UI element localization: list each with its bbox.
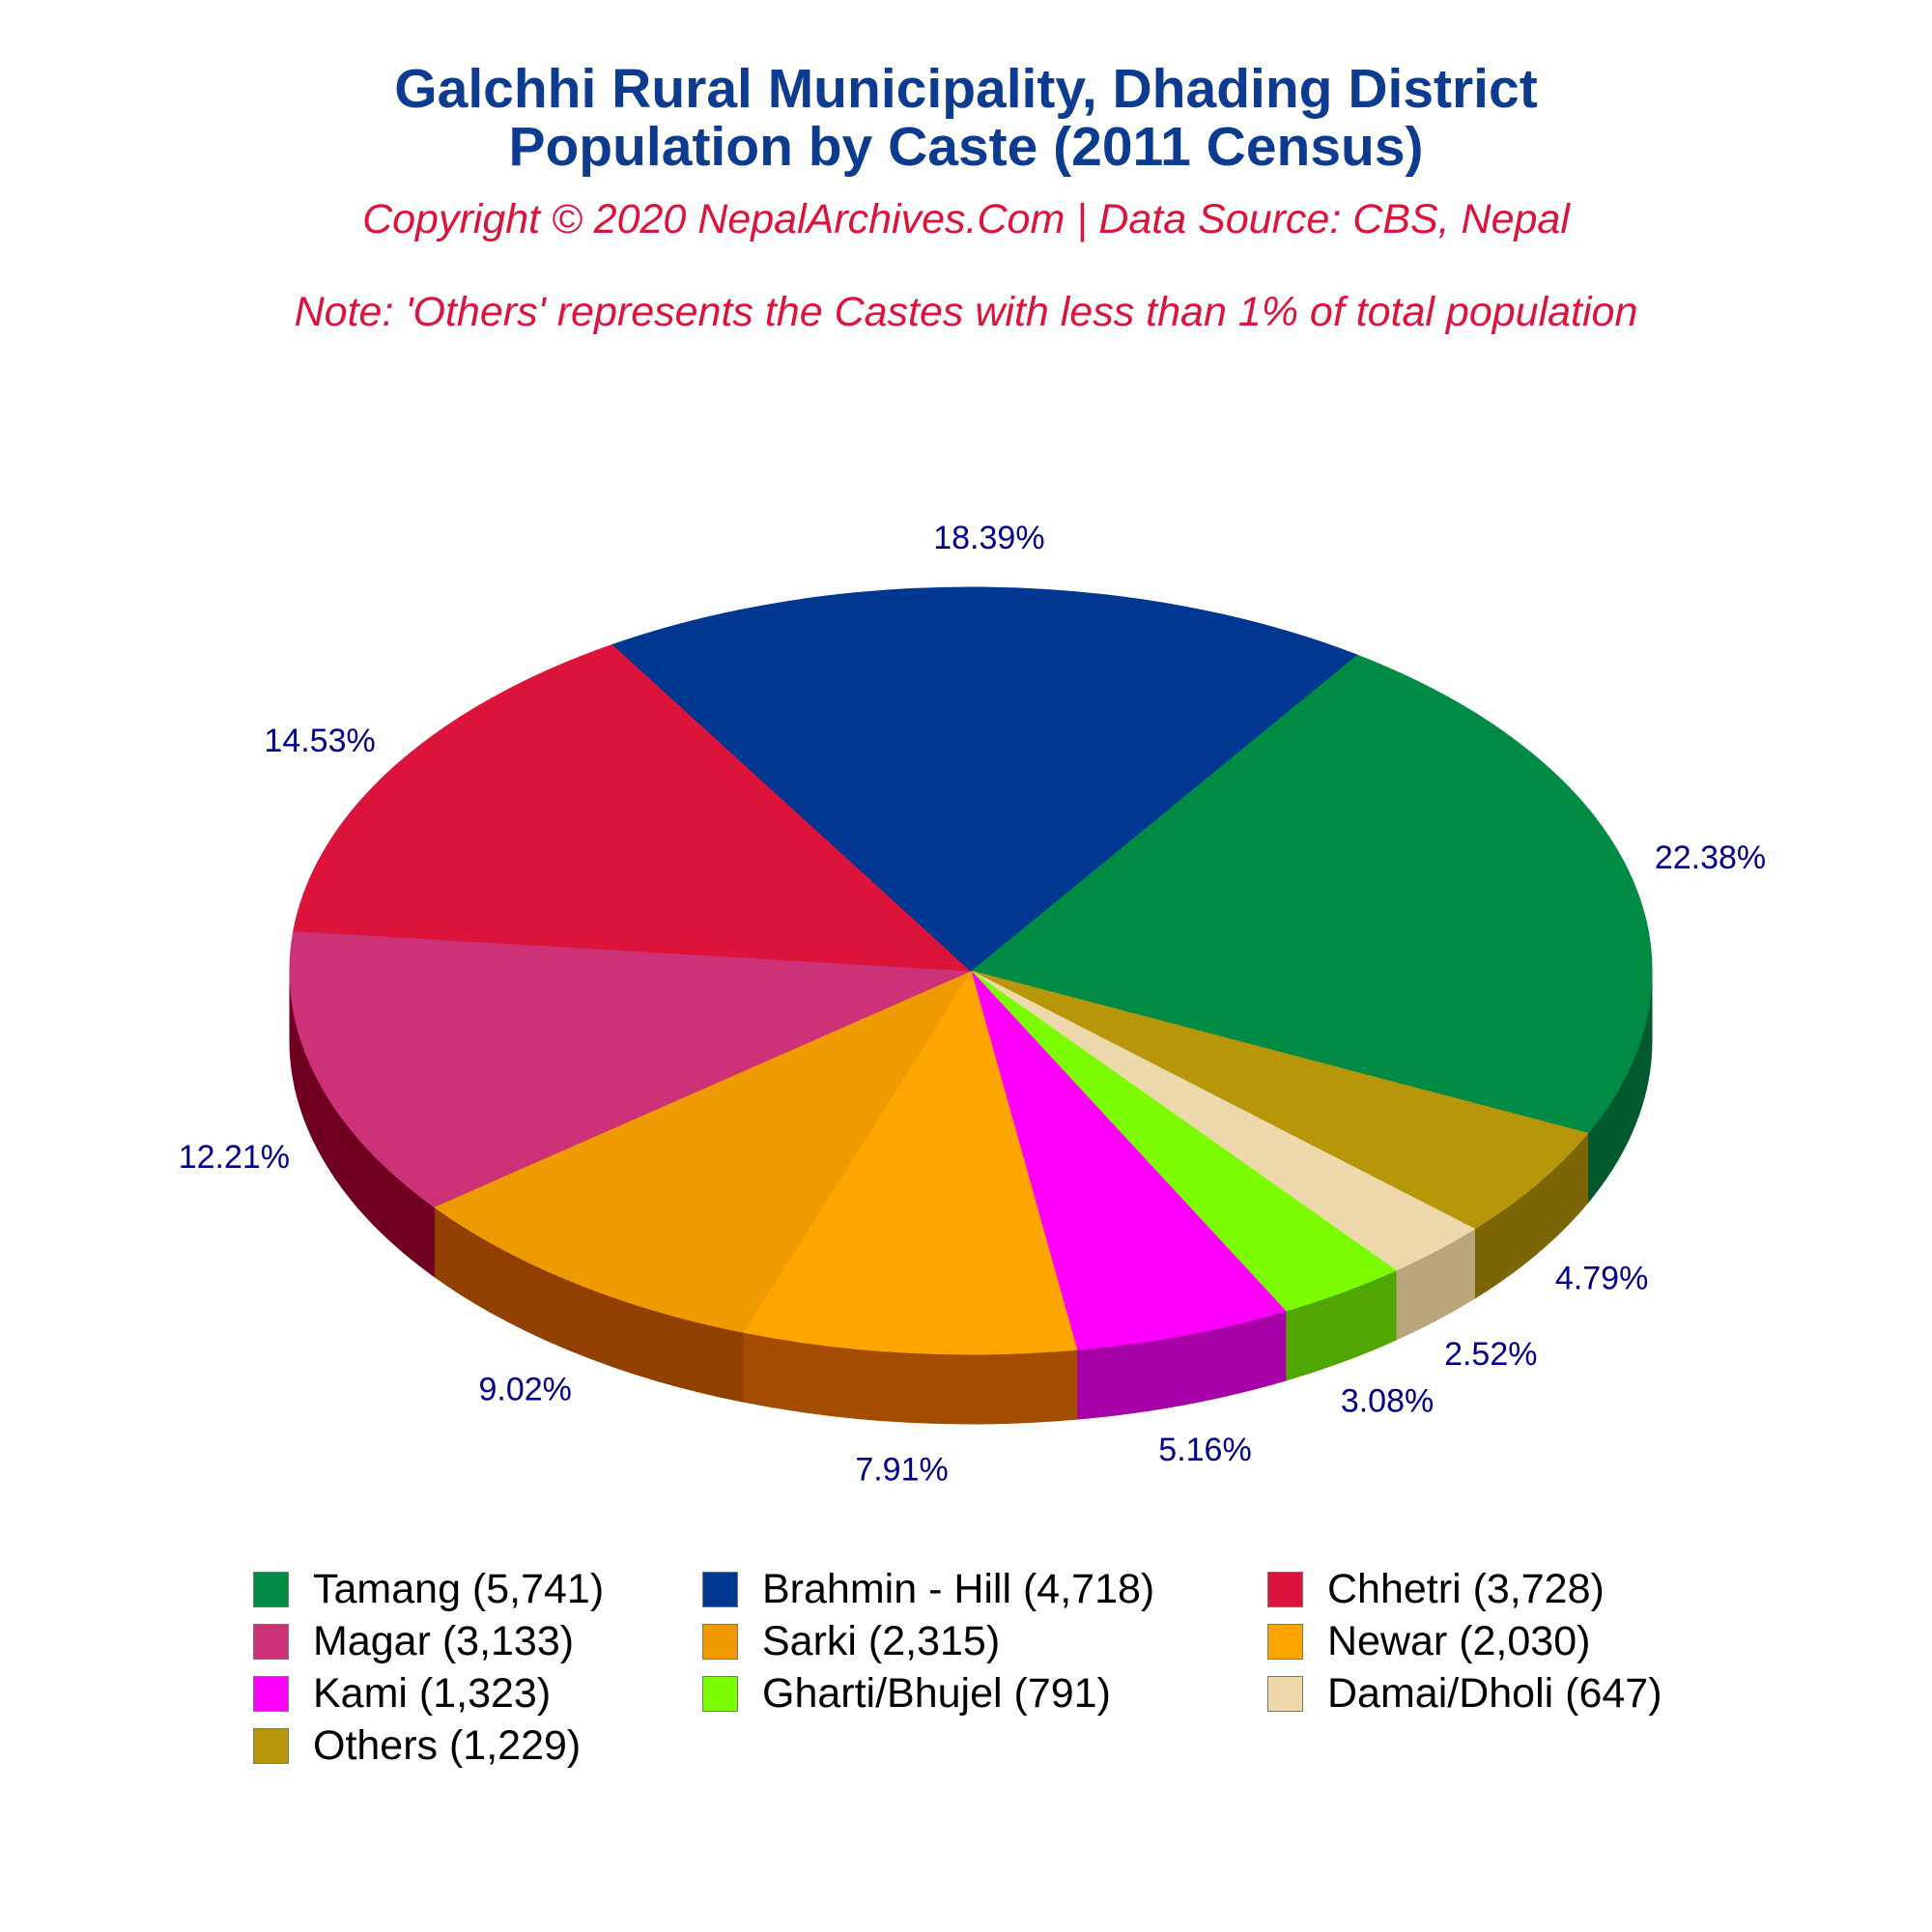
- legend-swatch: [253, 1571, 289, 1607]
- pie-chart: 22.38% 4.79% 2.52% 3.08% 5.16% 7.91% 9.02% 12.2…: [179, 520, 1766, 1488]
- legend-swatch: [253, 1623, 289, 1660]
- legend-swatch: [702, 1623, 738, 1660]
- slice-others: [970, 970, 1589, 1230]
- legend-item-magar: Magar (3,133): [253, 1615, 574, 1667]
- percent-label-newar: 7.91%: [855, 1451, 948, 1488]
- legend-item-newar: Newar (2,030): [1267, 1615, 1590, 1667]
- percent-label-others: 4.79%: [1555, 1260, 1648, 1296]
- legend-swatch: [702, 1571, 738, 1607]
- slice-brahmin-hill: [611, 586, 1358, 972]
- legend-label: Sarki (2,315): [762, 1617, 1001, 1664]
- slice-sarki: [433, 969, 973, 1333]
- percent-label-sarki: 9.02%: [479, 1372, 572, 1408]
- chart-title-line1: Galchhi Rural Municipality, Dhading Dist…: [394, 58, 1538, 120]
- percent-label-magar: 12.21%: [179, 1139, 290, 1176]
- percent-label-gharti-bhujel: 3.08%: [1341, 1383, 1434, 1420]
- slice-tamang: [969, 654, 1653, 1134]
- note-text: Note: 'Others' represents the Castes wit…: [294, 289, 1638, 335]
- legend-item-damai-dholi: Damai/Dholi (647): [1267, 1667, 1662, 1719]
- legend-swatch: [702, 1675, 738, 1712]
- legend-label: Others (1,229): [313, 1721, 582, 1769]
- slice-kami: [970, 970, 1287, 1350]
- legend-item-chhetri: Chhetri (3,728): [1267, 1563, 1605, 1615]
- copyright-text: Copyright © 2020 NepalArchives.Com | Dat…: [362, 196, 1570, 242]
- legend-swatch: [1267, 1623, 1303, 1660]
- legend-label: Brahmin - Hill (4,718): [762, 1565, 1155, 1612]
- legend-swatch: [253, 1675, 289, 1712]
- legend-label: Chhetri (3,728): [1327, 1565, 1605, 1612]
- slice-newar: [742, 969, 1078, 1355]
- legend-swatch: [1267, 1571, 1303, 1607]
- legend-label: Gharti/Bhujel (791): [762, 1669, 1111, 1717]
- percent-label-brahmin-hill: 18.39%: [933, 520, 1044, 556]
- percent-label-damai-dholi: 2.52%: [1444, 1336, 1537, 1373]
- percent-label-kami: 5.16%: [1158, 1432, 1251, 1468]
- chart-title-line2: Population by Caste (2011 Census): [508, 116, 1424, 178]
- legend-label: Newar (2,030): [1327, 1617, 1591, 1664]
- legend-item-kami: Kami (1,323): [253, 1667, 551, 1719]
- legend-label: Magar (3,133): [313, 1617, 575, 1664]
- slice-magar: [289, 930, 972, 1208]
- slice-chhetri: [293, 643, 973, 972]
- legend-item-gharti-bhujel: Gharti/Bhujel (791): [702, 1667, 1111, 1719]
- legend-swatch: [1267, 1675, 1303, 1712]
- percent-label-tamang: 22.38%: [1655, 839, 1766, 876]
- legend-label: Kami (1,323): [313, 1669, 552, 1717]
- percent-label-chhetri: 14.53%: [264, 723, 375, 759]
- legend-label: Tamang (5,741): [313, 1565, 605, 1612]
- legend-item-others: Others (1,229): [253, 1719, 581, 1772]
- legend-item-sarki: Sarki (2,315): [702, 1615, 1000, 1667]
- legend-label: Damai/Dholi (647): [1327, 1669, 1662, 1717]
- legend-item-brahmin-hill: Brahmin - Hill (4,718): [702, 1563, 1154, 1615]
- legend-swatch: [253, 1727, 289, 1764]
- legend-item-tamang: Tamang (5,741): [253, 1563, 604, 1615]
